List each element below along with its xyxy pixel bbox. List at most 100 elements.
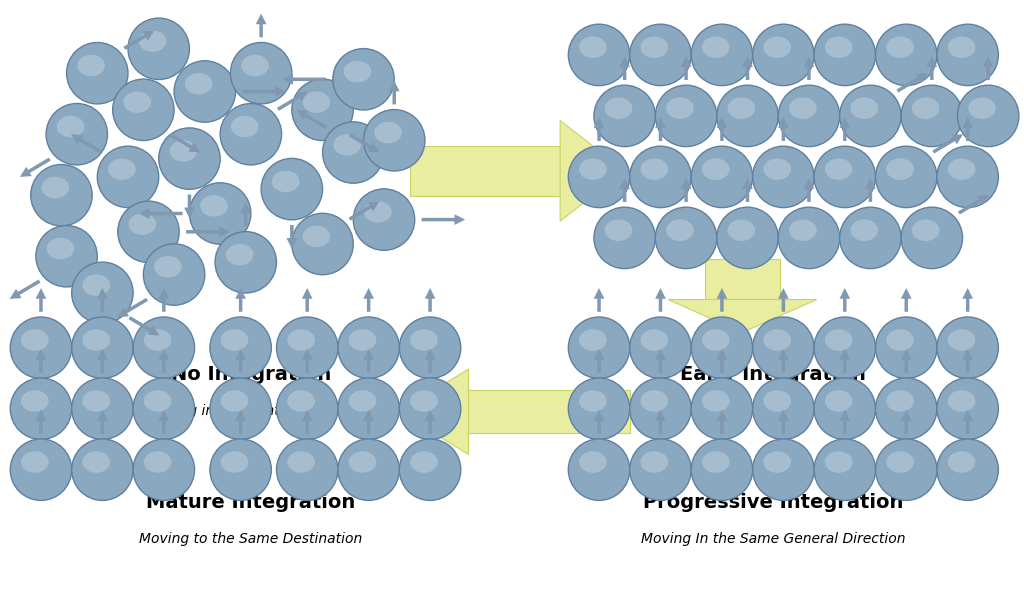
Ellipse shape xyxy=(887,329,914,351)
Ellipse shape xyxy=(220,451,248,473)
Ellipse shape xyxy=(261,159,323,220)
Ellipse shape xyxy=(82,451,111,473)
Ellipse shape xyxy=(641,451,668,473)
Ellipse shape xyxy=(374,122,401,143)
Ellipse shape xyxy=(36,226,97,287)
Ellipse shape xyxy=(667,98,694,119)
Ellipse shape xyxy=(702,390,729,412)
Ellipse shape xyxy=(10,317,72,378)
Ellipse shape xyxy=(814,317,876,378)
Ellipse shape xyxy=(655,85,717,146)
Ellipse shape xyxy=(948,329,975,351)
Ellipse shape xyxy=(764,329,791,351)
Ellipse shape xyxy=(230,43,292,104)
Ellipse shape xyxy=(825,329,852,351)
Ellipse shape xyxy=(937,439,998,500)
Ellipse shape xyxy=(764,390,791,412)
Ellipse shape xyxy=(215,232,276,293)
Ellipse shape xyxy=(753,24,814,85)
Ellipse shape xyxy=(912,220,940,241)
Ellipse shape xyxy=(948,390,975,412)
Ellipse shape xyxy=(568,146,630,207)
Ellipse shape xyxy=(242,55,268,76)
Ellipse shape xyxy=(323,122,384,183)
Text: Mature Integration: Mature Integration xyxy=(146,493,355,512)
Ellipse shape xyxy=(276,439,338,500)
Ellipse shape xyxy=(876,146,937,207)
Ellipse shape xyxy=(338,378,399,439)
Text: Moving in Different Directions: Moving in Different Directions xyxy=(147,404,354,418)
Ellipse shape xyxy=(790,220,817,241)
Ellipse shape xyxy=(937,146,998,207)
Ellipse shape xyxy=(667,220,694,241)
Ellipse shape xyxy=(568,24,630,85)
Ellipse shape xyxy=(348,390,377,412)
Ellipse shape xyxy=(702,329,729,351)
Ellipse shape xyxy=(702,451,729,473)
Ellipse shape xyxy=(850,98,878,119)
Ellipse shape xyxy=(210,317,271,378)
Ellipse shape xyxy=(22,390,49,412)
Ellipse shape xyxy=(410,390,438,412)
Ellipse shape xyxy=(814,24,876,85)
Ellipse shape xyxy=(580,390,606,412)
Ellipse shape xyxy=(568,317,630,378)
Ellipse shape xyxy=(276,378,338,439)
Ellipse shape xyxy=(655,207,717,268)
Ellipse shape xyxy=(702,159,729,180)
Ellipse shape xyxy=(123,92,152,113)
Ellipse shape xyxy=(764,37,791,58)
Ellipse shape xyxy=(184,73,213,95)
Ellipse shape xyxy=(630,378,691,439)
Ellipse shape xyxy=(353,189,415,250)
Ellipse shape xyxy=(22,451,49,473)
Ellipse shape xyxy=(727,220,755,241)
Ellipse shape xyxy=(948,37,975,58)
Ellipse shape xyxy=(702,37,729,58)
Ellipse shape xyxy=(364,201,391,223)
Bar xyxy=(410,146,560,196)
Ellipse shape xyxy=(133,439,195,500)
Ellipse shape xyxy=(876,24,937,85)
Ellipse shape xyxy=(814,439,876,500)
Ellipse shape xyxy=(348,451,377,473)
Ellipse shape xyxy=(937,24,998,85)
Ellipse shape xyxy=(825,159,852,180)
Ellipse shape xyxy=(753,439,814,500)
Ellipse shape xyxy=(399,439,461,500)
Ellipse shape xyxy=(580,159,606,180)
Ellipse shape xyxy=(641,37,668,58)
Ellipse shape xyxy=(630,317,691,378)
Ellipse shape xyxy=(717,207,778,268)
Bar xyxy=(469,390,630,433)
Ellipse shape xyxy=(641,390,668,412)
Ellipse shape xyxy=(128,18,189,79)
Ellipse shape xyxy=(399,378,461,439)
Ellipse shape xyxy=(790,98,817,119)
Ellipse shape xyxy=(876,439,937,500)
Ellipse shape xyxy=(56,116,84,137)
Ellipse shape xyxy=(887,37,914,58)
Ellipse shape xyxy=(691,378,753,439)
Ellipse shape xyxy=(22,329,49,351)
Text: Beginning to Move in a Similar Direction: Beginning to Move in a Similar Direction xyxy=(634,404,912,418)
Ellipse shape xyxy=(118,201,179,262)
Ellipse shape xyxy=(138,30,166,52)
Ellipse shape xyxy=(641,329,668,351)
Ellipse shape xyxy=(31,165,92,226)
Ellipse shape xyxy=(840,207,901,268)
Ellipse shape xyxy=(220,329,248,351)
Ellipse shape xyxy=(717,85,778,146)
Ellipse shape xyxy=(580,451,606,473)
Ellipse shape xyxy=(727,98,755,119)
Ellipse shape xyxy=(410,451,438,473)
Text: Progressive Integration: Progressive Integration xyxy=(643,493,903,512)
Ellipse shape xyxy=(82,390,111,412)
Ellipse shape xyxy=(169,140,197,162)
Ellipse shape xyxy=(303,226,330,247)
Ellipse shape xyxy=(948,451,975,473)
Ellipse shape xyxy=(133,378,195,439)
Ellipse shape xyxy=(159,128,220,189)
Ellipse shape xyxy=(604,98,632,119)
Ellipse shape xyxy=(753,317,814,378)
